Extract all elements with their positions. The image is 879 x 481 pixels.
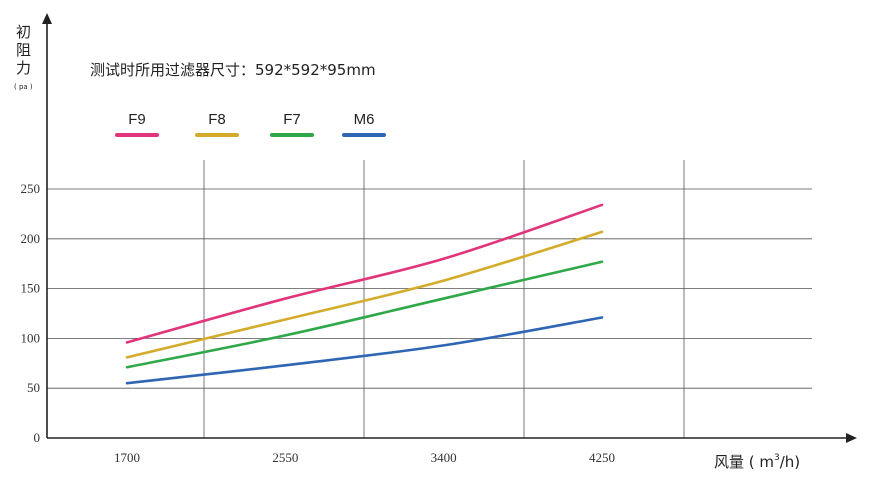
x-tick-label: 4250	[589, 450, 615, 465]
legend: F9 F8 F7 M6	[115, 111, 386, 137]
y-tick-label: 50	[27, 380, 40, 395]
series-line-f9	[125, 203, 604, 344]
chart-subtitle: 测试时所用过滤器尺寸：592*592*95mm	[90, 61, 376, 79]
series-line-f7	[125, 260, 604, 369]
grid	[47, 160, 812, 438]
x-axis-title-prefix: 风量 ( m	[714, 453, 774, 471]
legend-label-f8: F8	[208, 111, 226, 128]
y-tick-label: 0	[34, 430, 41, 445]
x-axis-title: 风量 ( m3/h)	[714, 453, 800, 471]
x-axis-title-superscript: 3	[774, 453, 780, 463]
legend-label-f7: F7	[283, 111, 301, 128]
y-axis-arrow	[42, 13, 52, 24]
y-tick-label: 100	[21, 330, 41, 345]
x-tick-label: 3400	[431, 450, 457, 465]
legend-label-m6: M6	[354, 111, 375, 128]
axes	[42, 13, 857, 443]
series-line-f8	[125, 230, 604, 359]
x-tick-label: 2550	[272, 450, 298, 465]
y-tick-labels: 0 50 100 150 200 250	[21, 181, 41, 445]
y-axis-title-char: 力	[16, 59, 31, 77]
y-axis-title-char: 阻	[16, 41, 31, 59]
y-axis-unit: ( pa )	[14, 83, 33, 91]
x-axis-title-suffix: /h)	[780, 453, 800, 471]
series-lines	[125, 203, 604, 385]
x-tick-labels: 1700 2550 3400 4250	[114, 450, 615, 465]
y-tick-label: 200	[21, 231, 41, 246]
y-tick-label: 250	[21, 181, 41, 196]
y-tick-label: 150	[21, 281, 41, 296]
legend-label-f9: F9	[128, 111, 146, 128]
series-line-m6	[125, 316, 604, 385]
x-tick-label: 1700	[114, 450, 140, 465]
y-axis-title: 初 阻 力 ( pa )	[14, 23, 33, 91]
y-axis-title-char: 初	[16, 23, 31, 41]
x-axis-arrow	[846, 433, 857, 443]
